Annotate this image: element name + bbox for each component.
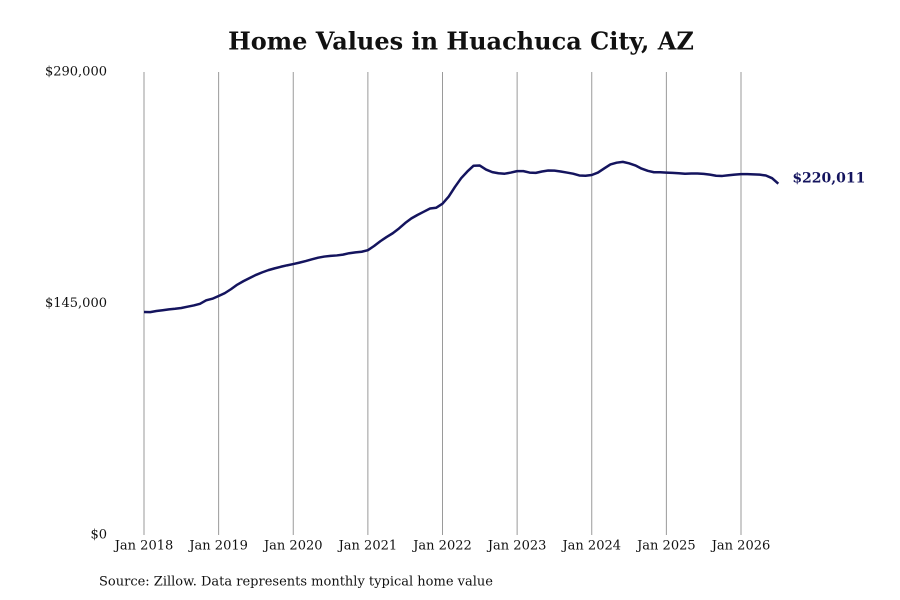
chart-title: Home Values in Huachuca City, AZ [228, 27, 694, 56]
x-tick-label: Jan 2019 [187, 539, 248, 554]
x-tick-label: Jan 2021 [337, 539, 398, 554]
x-tick-label: Jan 2025 [635, 539, 696, 554]
x-tick-label: Jan 2024 [560, 539, 621, 554]
x-tick-label: Jan 2023 [486, 539, 547, 554]
x-tick-label: Jan 2026 [710, 539, 771, 554]
x-tick-label: Jan 2018 [113, 539, 174, 554]
x-tick-label: Jan 2022 [411, 539, 472, 554]
y-tick-label: $290,000 [45, 65, 107, 80]
source-note: Source: Zillow. Data represents monthly … [99, 575, 493, 590]
y-tick-label: $0 [90, 528, 107, 543]
y-tick-label: $145,000 [45, 296, 107, 311]
end-value-label: $220,011 [792, 171, 865, 187]
line-series [143, 160, 780, 314]
x-tick-label: Jan 2020 [262, 539, 323, 554]
